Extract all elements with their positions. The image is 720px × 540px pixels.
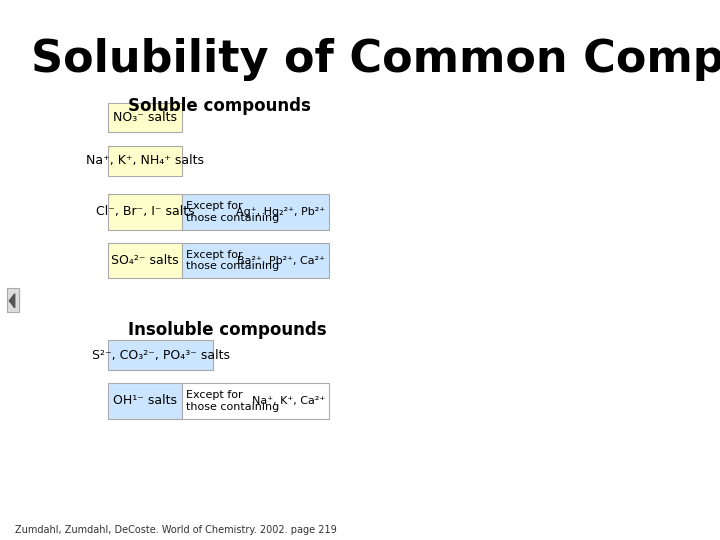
Text: Zumdahl, Zumdahl, DeCoste. World of Chemistry. 2002. page 219: Zumdahl, Zumdahl, DeCoste. World of Chem…: [16, 524, 337, 535]
Text: Na⁺, K⁺, Ca²⁺: Na⁺, K⁺, Ca²⁺: [252, 396, 325, 406]
FancyBboxPatch shape: [182, 194, 329, 230]
Text: S²⁻, CO₃²⁻, PO₄³⁻ salts: S²⁻, CO₃²⁻, PO₄³⁻ salts: [91, 348, 230, 362]
Text: NO₃⁻ salts: NO₃⁻ salts: [113, 111, 177, 124]
FancyBboxPatch shape: [109, 194, 182, 230]
Text: SO₄²⁻ salts: SO₄²⁻ salts: [112, 254, 179, 267]
FancyBboxPatch shape: [109, 340, 213, 370]
Text: Except for
those containing: Except for those containing: [186, 201, 279, 223]
Text: Soluble compounds: Soluble compounds: [128, 97, 311, 115]
Text: Except for
those containing: Except for those containing: [186, 390, 279, 411]
Text: Ba²⁺, Pb²⁺, Ca²⁺: Ba²⁺, Pb²⁺, Ca²⁺: [238, 255, 325, 266]
Text: Ag⁺, Hg₂²⁺, Pb²⁺: Ag⁺, Hg₂²⁺, Pb²⁺: [236, 207, 325, 217]
Text: Insoluble compounds: Insoluble compounds: [128, 321, 326, 339]
FancyBboxPatch shape: [182, 243, 329, 278]
Polygon shape: [9, 294, 14, 308]
FancyBboxPatch shape: [109, 146, 182, 176]
FancyBboxPatch shape: [182, 383, 329, 418]
FancyBboxPatch shape: [109, 103, 182, 132]
Text: Na⁺, K⁺, NH₄⁺ salts: Na⁺, K⁺, NH₄⁺ salts: [86, 154, 204, 167]
FancyBboxPatch shape: [109, 243, 182, 278]
FancyBboxPatch shape: [109, 383, 182, 418]
Text: OH¹⁻ salts: OH¹⁻ salts: [113, 394, 177, 408]
Text: Except for
those containing: Except for those containing: [186, 249, 279, 271]
Text: Cl⁻, Br⁻, I⁻ salts: Cl⁻, Br⁻, I⁻ salts: [96, 205, 194, 219]
FancyBboxPatch shape: [7, 288, 19, 312]
Text: Solubility of Common Compounds: Solubility of Common Compounds: [31, 38, 720, 81]
